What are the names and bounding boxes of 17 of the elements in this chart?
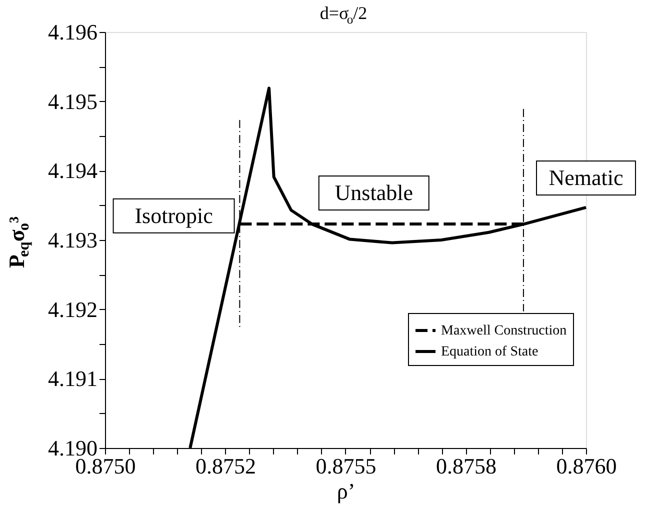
legend-label: Equation of State [441, 344, 538, 360]
x-tick-label: 0.8752 [196, 454, 256, 478]
x-tick-label: 0.8760 [556, 454, 617, 478]
y-tick-label: 4.193 [48, 228, 98, 252]
x-axis-title: ρ’ [336, 478, 356, 504]
annotation: Unstable [334, 180, 413, 205]
y-tick-label: 4.192 [48, 296, 98, 322]
y-tick-label: 4.191 [48, 366, 98, 392]
y-axis-title: Peqσo³ [4, 216, 33, 268]
x-tick-label: 0.8758 [436, 454, 496, 478]
y-tick-label: 4.196 [48, 20, 98, 44]
annotation: Isotropic [134, 202, 214, 228]
y-tick-label: 4.194 [48, 158, 98, 184]
x-tick-label: 0.8755 [316, 454, 376, 478]
legend-label: Maxwell Construction [441, 324, 567, 338]
y-tick-label: 4.195 [48, 88, 98, 114]
annotation: Nematic [548, 165, 624, 190]
